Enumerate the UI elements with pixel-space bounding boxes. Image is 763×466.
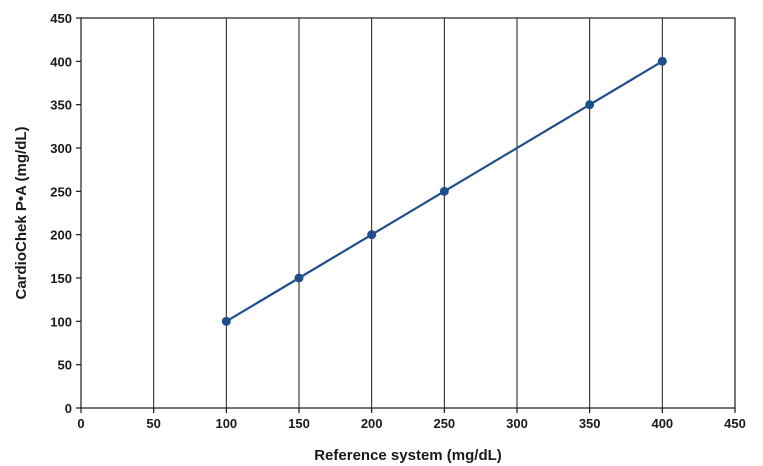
tick-labels: 0 50 100 150 200 250 300 350 400 450 0 50 100 150 200 2… (50, 11, 746, 431)
axes (76, 17, 736, 413)
x-tick-label-450: 450 (724, 416, 746, 431)
x-tick-label-0: 0 (77, 416, 84, 431)
plot-frame (80, 17, 736, 409)
x-tick-label-150: 150 (288, 416, 310, 431)
series-line-0 (225, 60, 663, 323)
y-tick-label-450: 450 (50, 11, 72, 26)
x-tick-label-50: 50 (146, 416, 160, 431)
y-tick-label-150: 150 (50, 271, 72, 286)
y-tick-label-250: 250 (50, 184, 72, 199)
y-tick-label-200: 200 (50, 228, 72, 243)
y-tick-label-0: 0 (65, 401, 72, 416)
data-point (294, 273, 304, 283)
series (221, 56, 667, 326)
x-tick-label-400: 400 (651, 416, 673, 431)
x-tick-label-250: 250 (433, 416, 455, 431)
y-tick-label-100: 100 (50, 314, 72, 329)
y-tick-label-400: 400 (50, 54, 72, 69)
data-point (221, 316, 231, 326)
x-tick-label-200: 200 (361, 416, 383, 431)
y-axis-title: CardioChek P•A (mg/dL) (13, 126, 30, 299)
x-axis-title: Reference system (mg/dL) (314, 447, 502, 464)
data-point (367, 230, 377, 240)
y-tick-label-300: 300 (50, 141, 72, 156)
data-point (657, 56, 667, 66)
data-point (439, 186, 449, 196)
data-point (585, 100, 595, 110)
x-tick-label-100: 100 (215, 416, 237, 431)
x-tick-label-300: 300 (506, 416, 528, 431)
y-tick-label-50: 50 (58, 358, 72, 373)
grid-lines (153, 18, 663, 408)
x-tick-label-350: 350 (579, 416, 601, 431)
y-tick-label-350: 350 (50, 98, 72, 113)
